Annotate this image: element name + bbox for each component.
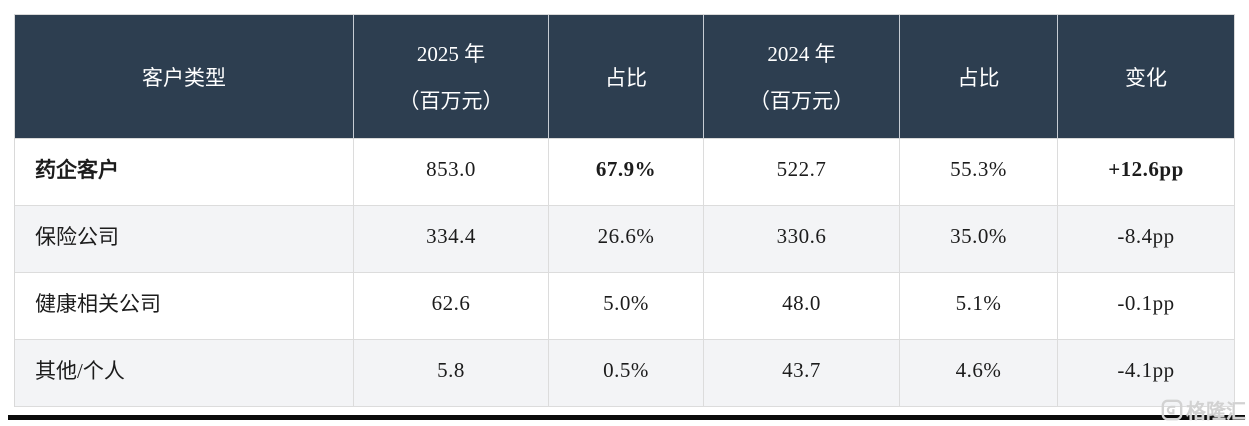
- header-cell-share-2024: 占比: [900, 15, 1058, 139]
- gelonghui-watermark: 格隆汇: [1161, 395, 1246, 424]
- table-row-health-related-companies: 健康相关公司 62.6 5.0% 48.0 5.1% -0.1pp: [15, 273, 1235, 340]
- cell-2024-value: 48.0: [704, 273, 900, 340]
- cell-2025-value: 334.4: [354, 206, 549, 273]
- cell-change: -8.4pp: [1058, 206, 1235, 273]
- cell-label: 健康相关公司: [15, 273, 354, 340]
- header-label-line1: 2024 年: [767, 42, 836, 66]
- cell-2025-value: 62.6: [354, 273, 549, 340]
- cell-2025-share: 0.5%: [549, 340, 704, 407]
- table-header-row: 客户类型 2025 年 （百万元） 占比 2024 年 （百万元） 占比 变化: [15, 15, 1235, 139]
- header-label: 占比: [957, 65, 1000, 90]
- header-label: 占比: [605, 65, 647, 90]
- cell-2024-share: 55.3%: [900, 139, 1058, 206]
- cell-change: -4.1pp: [1058, 340, 1235, 407]
- customer-revenue-table: 客户类型 2025 年 （百万元） 占比 2024 年 （百万元） 占比 变化 …: [14, 14, 1235, 407]
- gelonghui-logo-icon: [1161, 399, 1183, 420]
- header-cell-share-2025: 占比: [549, 15, 704, 139]
- cell-2025-value: 5.8: [354, 340, 549, 407]
- cell-2024-share: 4.6%: [900, 340, 1058, 407]
- cell-2024-value: 522.7: [704, 139, 900, 206]
- bottom-divider-bar: [8, 415, 1245, 420]
- header-label: 变化: [1125, 65, 1167, 90]
- header-cell-change: 变化: [1058, 15, 1235, 139]
- header-label-line1: 2025 年: [416, 42, 486, 66]
- header-cell-2025: 2025 年 （百万元）: [354, 15, 549, 139]
- cell-2025-value: 853.0: [354, 139, 549, 206]
- cell-2025-share: 67.9%: [549, 139, 704, 206]
- cell-2025-share: 5.0%: [549, 273, 704, 340]
- cell-2024-share: 35.0%: [900, 206, 1058, 273]
- cell-2024-share: 5.1%: [900, 273, 1058, 340]
- table-row-pharma-clients: 药企客户 853.0 67.9% 522.7 55.3% +12.6pp: [15, 139, 1235, 206]
- table-row-other-individuals: 其他/个人 5.8 0.5% 43.7 4.6% -4.1pp: [15, 340, 1235, 407]
- cell-2024-value: 330.6: [704, 206, 900, 273]
- cell-label: 其他/个人: [15, 340, 354, 407]
- header-label-line2: （百万元）: [749, 89, 854, 113]
- cell-change: +12.6pp: [1058, 139, 1235, 206]
- header-label: 客户类型: [142, 65, 226, 90]
- header-cell-customer-type: 客户类型: [15, 15, 354, 139]
- table-row-insurance-companies: 保险公司 334.4 26.6% 330.6 35.0% -8.4pp: [15, 206, 1235, 273]
- cell-label: 保险公司: [15, 206, 354, 273]
- watermark-brand-text: 格隆汇: [1186, 401, 1246, 423]
- cell-2025-share: 26.6%: [549, 206, 704, 273]
- cell-label: 药企客户: [15, 139, 354, 206]
- cell-change: -0.1pp: [1058, 273, 1235, 340]
- cell-2024-value: 43.7: [704, 340, 900, 407]
- header-label-line2: （百万元）: [398, 89, 504, 113]
- header-cell-2024: 2024 年 （百万元）: [704, 15, 900, 139]
